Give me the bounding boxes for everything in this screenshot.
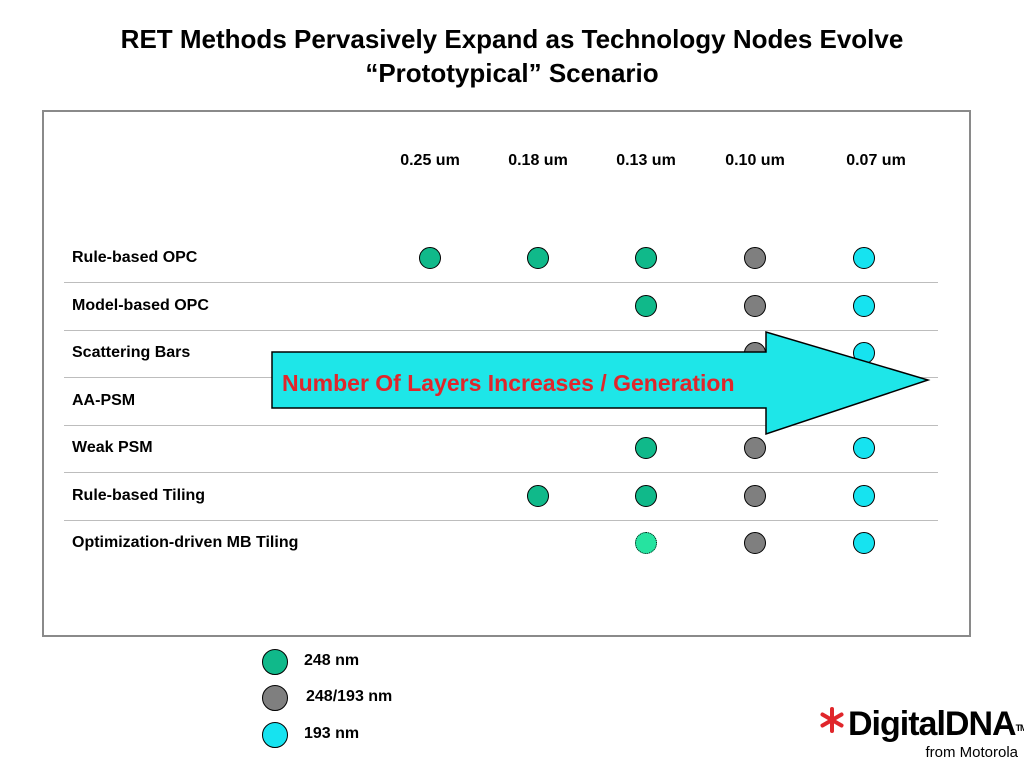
logo-text: DigitalDNATM <box>848 705 1024 743</box>
column-header: 0.07 um <box>846 152 906 169</box>
column-header: 0.10 um <box>725 152 785 169</box>
digitaldna-logo: DigitalDNATM from Motorola <box>818 704 1024 764</box>
legend-swatch <box>262 649 288 675</box>
slide-subtitle: “Prototypical” Scenario <box>365 58 659 88</box>
row-label: Optimization-driven MB Tiling <box>72 534 299 551</box>
status-dot <box>744 532 766 554</box>
row-divider <box>64 472 938 473</box>
progression-arrow <box>271 330 931 436</box>
status-dot <box>635 294 657 317</box>
status-dot <box>635 247 657 269</box>
status-dot <box>744 437 766 459</box>
row-label: Weak PSM <box>72 439 153 456</box>
legend-label: 248 nm <box>304 652 360 669</box>
status-dot <box>853 532 875 554</box>
status-dot <box>744 247 766 269</box>
row-label: Model-based OPC <box>72 296 209 314</box>
status-dot <box>635 532 657 554</box>
status-dot <box>853 294 875 317</box>
status-dot <box>744 294 766 317</box>
status-dot <box>744 484 766 507</box>
status-dot <box>527 247 549 269</box>
row-label: Rule-based Tiling <box>72 486 206 504</box>
status-dot <box>527 484 549 507</box>
arrow-label: Number Of Layers Increases / Generation <box>282 370 735 396</box>
legend-label: 193 nm <box>304 725 360 742</box>
logo-subtext: from Motorola <box>925 744 1018 761</box>
matrix-panel <box>42 110 971 637</box>
column-header: 0.25 um <box>400 152 460 169</box>
legend-swatch <box>262 722 288 748</box>
status-dot <box>853 484 875 507</box>
column-header: 0.13 um <box>616 152 676 169</box>
status-dot <box>635 484 657 507</box>
asterisk-logo-icon <box>820 707 844 733</box>
row-label: Rule-based OPC <box>72 249 198 266</box>
status-dot <box>635 437 657 459</box>
status-dot <box>419 247 441 269</box>
column-header: 0.18 um <box>508 152 568 169</box>
row-label: Scattering Bars <box>72 344 191 361</box>
status-dot <box>853 247 875 269</box>
row-divider <box>64 425 938 426</box>
row-divider <box>64 330 938 331</box>
row-label: AA-PSM <box>72 391 136 409</box>
legend-label: 248/193 nm <box>306 688 393 705</box>
legend-swatch <box>262 685 288 711</box>
status-dot <box>853 437 875 459</box>
arrow-shape <box>271 330 931 436</box>
row-divider <box>64 520 938 521</box>
row-divider <box>64 282 938 283</box>
slide-title: RET Methods Pervasively Expand as Techno… <box>120 24 904 54</box>
